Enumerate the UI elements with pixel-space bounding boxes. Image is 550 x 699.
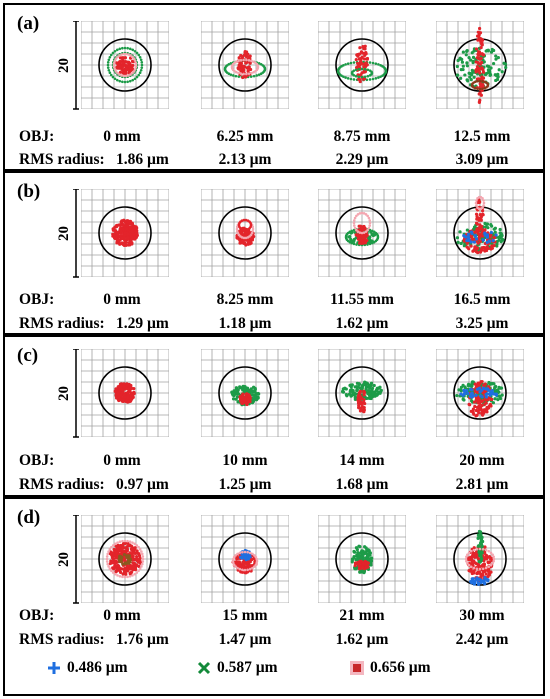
spot-diagram-2-1 (201, 349, 289, 437)
rms-label: RMS radius: (19, 476, 105, 493)
spot-diagram-3-0 (81, 515, 169, 603)
cross-marker-icon (197, 662, 211, 675)
panel-label: (b) (17, 181, 41, 202)
rms-value: 2.81 µm (455, 476, 509, 493)
spot-diagram-0-2 (318, 21, 406, 109)
obj-value: 0 mm (103, 128, 141, 145)
spot-diagram-1-1 (201, 189, 289, 277)
spot-diagram-1-0 (81, 189, 169, 277)
obj-value: 8.25 mm (216, 291, 274, 308)
rms-value: 1.76 µm (116, 631, 169, 648)
rms-value: 0.97 µm (116, 476, 169, 493)
axis-bracket (73, 349, 79, 438)
obj-label: OBJ: (19, 452, 55, 469)
spot-diagram-0-1 (201, 21, 289, 109)
axis-bracket (73, 21, 79, 110)
panel-2: (c) 20 OBJ: RMS radius: 0 mm 0.97 µm 10 mm 1.25… (3, 335, 545, 497)
legend-item: 0.486 µm (47, 659, 128, 677)
rms-value: 2.42 µm (455, 631, 509, 648)
rms-value: 1.29 µm (116, 315, 169, 332)
rms-value: 1.62 µm (335, 315, 389, 332)
spot-diagram-1-3 (436, 189, 524, 277)
obj-label: OBJ: (19, 291, 55, 308)
spot-diagram-3-3 (436, 515, 524, 603)
panel-0: (a) 20 OBJ: RMS radius: 0 mm 1.86 µm 6.25 mm 2.… (3, 3, 545, 171)
obj-value: 0 mm (103, 291, 141, 308)
plus-marker-icon (48, 662, 60, 675)
obj-value: 20 mm (459, 452, 505, 469)
axis-bracket (73, 515, 79, 604)
panel-3: (d) 20 OBJ: RMS radius: 0 mm 1.76 µm 15 mm 1.47… (3, 497, 545, 696)
obj-value: 30 mm (459, 607, 505, 624)
spot-diagram-2-2 (318, 349, 406, 437)
obj-label: OBJ: (19, 607, 55, 624)
panel-label: (c) (17, 345, 39, 366)
obj-value: 0 mm (103, 452, 141, 469)
panel-label: (d) (17, 507, 41, 528)
spot-diagram-3-1 (201, 515, 289, 603)
spot-diagram-3-2 (318, 515, 406, 603)
obj-value: 16.5 mm (453, 291, 511, 308)
rms-value: 2.29 µm (335, 151, 389, 168)
square-marker-icon (350, 661, 364, 676)
panel-1: (b) 20 OBJ: RMS radius: 0 mm 1.29 µm 8.25 mm 1.… (3, 171, 545, 335)
obj-value: 6.25 mm (216, 128, 274, 145)
rms-value: 3.25 µm (455, 315, 509, 332)
obj-value: 8.75 mm (333, 128, 391, 145)
legend-label: 0.656 µm (370, 659, 431, 676)
rms-value: 3.09 µm (455, 151, 509, 168)
rms-value: 2.13 µm (218, 151, 272, 168)
legend-label: 0.486 µm (67, 659, 128, 676)
axis-bracket (73, 189, 79, 278)
obj-value: 11.55 mm (330, 291, 394, 308)
rms-label: RMS radius: (19, 151, 105, 168)
rms-label: RMS radius: (19, 315, 105, 332)
obj-value: 15 mm (222, 607, 268, 624)
legend-label: 0.587 µm (217, 659, 278, 676)
obj-value: 0 mm (103, 607, 141, 624)
rms-value: 1.25 µm (218, 476, 272, 493)
obj-value: 12.5 mm (453, 128, 511, 145)
obj-label: OBJ: (19, 128, 55, 145)
spot-diagram-1-2 (318, 189, 406, 277)
legend-item: 0.656 µm (350, 659, 431, 677)
obj-value: 21 mm (339, 607, 385, 624)
rms-value: 1.68 µm (335, 476, 389, 493)
panel-label: (a) (17, 13, 40, 34)
legend-item: 0.587 µm (197, 659, 278, 677)
obj-value: 10 mm (222, 452, 268, 469)
rms-value: 1.86 µm (116, 151, 169, 168)
rms-value: 1.18 µm (218, 315, 272, 332)
spot-diagram-2-3 (436, 349, 524, 437)
rms-value: 1.62 µm (335, 631, 389, 648)
obj-value: 14 mm (339, 452, 385, 469)
spot-diagram-0-3 (436, 21, 524, 109)
spot-diagram-2-0 (81, 349, 169, 437)
rms-value: 1.47 µm (218, 631, 272, 648)
rms-label: RMS radius: (19, 631, 105, 648)
spot-diagram-0-0 (81, 21, 169, 109)
